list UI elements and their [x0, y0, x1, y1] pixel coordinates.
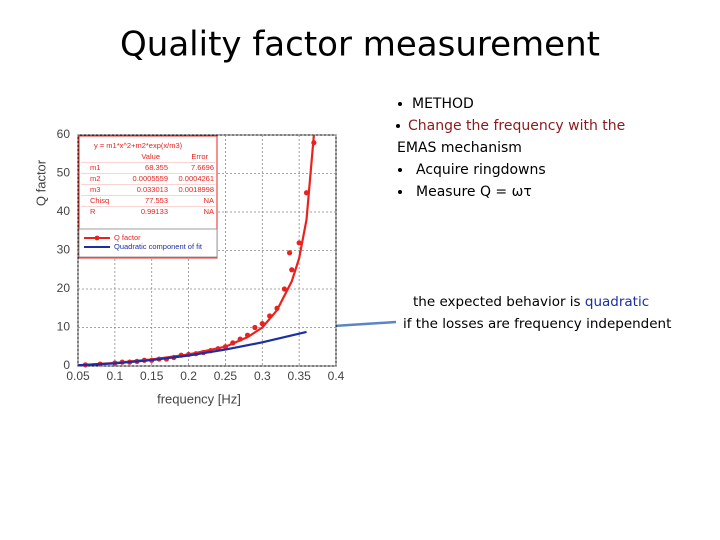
- x-tick-label: 0.3: [254, 369, 271, 383]
- y-tick-label: 0: [63, 358, 70, 372]
- bullet: EMAS mechanism: [397, 140, 522, 156]
- point: [281, 286, 287, 292]
- legend: [78, 228, 218, 258]
- x-tick-label: 0.05: [66, 369, 90, 383]
- fit-cell: NA: [204, 196, 214, 205]
- bullet-dot: [398, 190, 402, 194]
- y-axis-label: Q factor: [33, 159, 48, 206]
- fit-cell: 77.553: [145, 196, 168, 205]
- bullet-dot: [396, 124, 400, 128]
- fit-cell: m3: [90, 185, 100, 194]
- fit-cell: Chisq: [90, 196, 109, 205]
- bullet: Measure Q = ωτ: [416, 184, 532, 200]
- slide-title: Quality factor measurement: [120, 25, 600, 65]
- note: the expected behavior is quadratic: [413, 294, 649, 310]
- fit-cell: R: [90, 207, 96, 216]
- fit-cell: m1: [90, 163, 100, 172]
- chart: 0 10 20 30 40 50 60 0.05 0.1 0.15 0.2 0.25 0.3 0.35 0.…: [33, 127, 344, 406]
- x-tick-label: 0.1: [107, 369, 124, 383]
- x-tick-label: 0.4: [328, 369, 345, 383]
- legend-label: Q factor: [114, 233, 141, 242]
- x-tick-label: 0.25: [214, 369, 238, 383]
- bullet-dot: [398, 168, 402, 172]
- fit-header: Error: [191, 152, 208, 161]
- note: if the losses are frequency independent: [403, 316, 671, 332]
- fit-cell: 7.6696: [191, 163, 214, 172]
- x-tick-label: 0.15: [140, 369, 164, 383]
- note-highlight: quadratic: [585, 294, 649, 310]
- y-tick-label: 40: [57, 204, 71, 218]
- fit-equation: y = m1*x^2+m2*exp(x/m3): [94, 141, 183, 150]
- bullet-dot: [398, 102, 402, 106]
- y-tick-label: 20: [57, 281, 71, 295]
- x-tick-label: 0.2: [180, 369, 197, 383]
- x-tick-label: 0.35: [287, 369, 311, 383]
- x-axis-label: frequency [Hz]: [157, 391, 241, 406]
- note-text: the expected behavior is: [413, 294, 585, 310]
- line: [77, 330, 307, 367]
- fit-cell: 0.0018998: [179, 185, 214, 194]
- bullet: Change the frequency with the: [408, 118, 625, 134]
- fit-cell: 0.0004261: [179, 174, 214, 183]
- legend-dot: [94, 235, 100, 241]
- fit-cell: 0.99133: [141, 207, 168, 216]
- fit-cell: 0.0005559: [133, 174, 168, 183]
- bullet: METHOD: [412, 96, 474, 112]
- fit-cell: 68.355: [145, 163, 168, 172]
- fit-cell: 0.033013: [137, 185, 168, 194]
- fit-cell: m2: [90, 174, 100, 183]
- y-tick-label: 60: [57, 127, 71, 141]
- y-tick-label: 10: [57, 320, 71, 334]
- fit-header: Value: [141, 152, 160, 161]
- fit-cell: NA: [204, 207, 214, 216]
- point: [286, 250, 293, 256]
- point: [252, 324, 258, 331]
- bullet: Acquire ringdowns: [416, 162, 546, 178]
- y-tick-label: 50: [57, 166, 71, 180]
- point: [289, 267, 295, 273]
- point: [296, 240, 302, 246]
- legend-label: Quadratic component of fit: [114, 242, 203, 251]
- y-tick-label: 30: [57, 243, 71, 257]
